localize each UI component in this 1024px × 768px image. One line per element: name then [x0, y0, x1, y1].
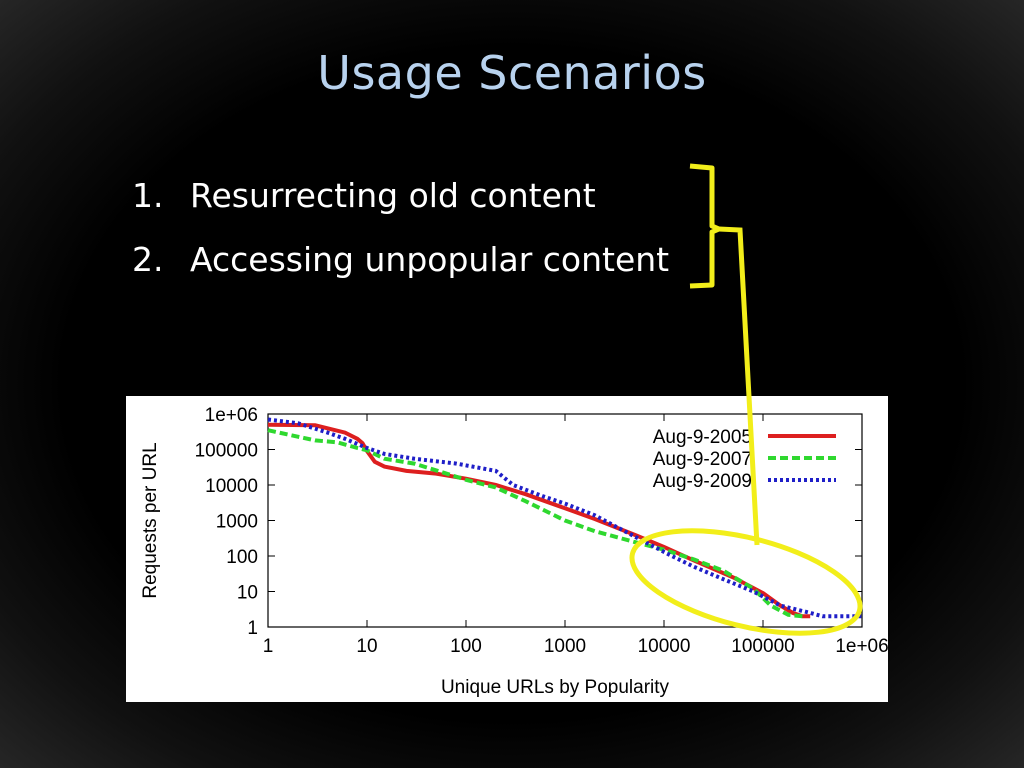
y-tick-label: 10: [237, 583, 258, 604]
y-tick-label: 100000: [195, 441, 258, 462]
x-tick-label: 1000: [544, 636, 586, 657]
x-tick-label: 10: [356, 636, 377, 657]
x-tick-label: 1: [263, 636, 274, 657]
bullet-item: 2. Accessing unpopular content: [132, 236, 669, 300]
y-tick-label: 1e+06: [205, 405, 258, 426]
legend-label: Aug-9-2005: [653, 427, 752, 448]
chart-container: 1 10 100 1000 10000 100000 1e+06 1e+06 100000 100…: [126, 396, 888, 702]
bullet-list: 1. Resurrecting old content 2. Accessing u…: [132, 172, 669, 300]
y-tick-label: 10000: [205, 476, 258, 497]
x-tick-label: 10000: [638, 636, 691, 657]
bullet-number: 1.: [132, 176, 164, 215]
legend-label: Aug-9-2009: [653, 471, 752, 492]
y-tick-label: 100: [226, 547, 258, 568]
x-axis-label: Unique URLs by Popularity: [441, 677, 670, 698]
x-tick-label: 1e+06: [835, 636, 888, 657]
legend-label: Aug-9-2007: [653, 449, 752, 470]
y-tick-label: 1000: [216, 512, 258, 533]
y-tick-label: 1: [247, 618, 258, 639]
bullet-item: 1. Resurrecting old content: [132, 172, 669, 236]
x-tick-label: 100: [450, 636, 482, 657]
bullet-text: Accessing unpopular content: [190, 240, 670, 279]
log-log-line-chart: 1 10 100 1000 10000 100000 1e+06 1e+06 100000 100…: [140, 405, 888, 698]
slide-title: Usage Scenarios: [317, 46, 707, 100]
x-tick-label: 100000: [731, 636, 794, 657]
y-axis-label: Requests per URL: [140, 442, 161, 598]
bullet-number: 2.: [132, 240, 164, 279]
bullet-text: Resurrecting old content: [190, 176, 596, 215]
curly-brace-annotation: [689, 163, 722, 289]
